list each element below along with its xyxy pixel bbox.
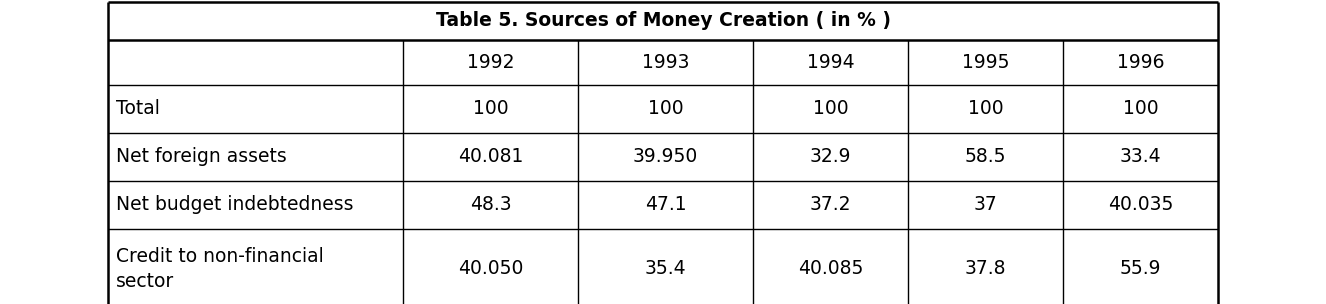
Text: 40.035: 40.035 (1107, 195, 1174, 215)
Text: 1992: 1992 (467, 53, 514, 72)
Text: Net foreign assets: Net foreign assets (115, 147, 286, 167)
Text: 1994: 1994 (806, 53, 854, 72)
Text: 100: 100 (968, 99, 1004, 119)
Text: 100: 100 (813, 99, 849, 119)
Text: 58.5: 58.5 (965, 147, 1006, 167)
Text: 55.9: 55.9 (1119, 260, 1162, 278)
Text: 39.950: 39.950 (633, 147, 697, 167)
Text: 1996: 1996 (1116, 53, 1164, 72)
Text: 33.4: 33.4 (1119, 147, 1162, 167)
Text: 40.050: 40.050 (457, 260, 524, 278)
Text: 40.081: 40.081 (457, 147, 524, 167)
Text: 47.1: 47.1 (644, 195, 687, 215)
Text: 100: 100 (647, 99, 683, 119)
Text: Total: Total (115, 99, 160, 119)
Text: 40.085: 40.085 (798, 260, 863, 278)
Text: 37.8: 37.8 (965, 260, 1006, 278)
Text: 100: 100 (1123, 99, 1159, 119)
Text: 48.3: 48.3 (469, 195, 512, 215)
Text: 35.4: 35.4 (644, 260, 687, 278)
Text: 1995: 1995 (961, 53, 1009, 72)
Text: 32.9: 32.9 (810, 147, 851, 167)
Text: Credit to non-financial
sector: Credit to non-financial sector (115, 247, 324, 291)
Text: Net budget indebtedness: Net budget indebtedness (115, 195, 354, 215)
Text: 37: 37 (973, 195, 997, 215)
Text: 1993: 1993 (642, 53, 690, 72)
Text: Table 5. Sources of Money Creation ( in % ): Table 5. Sources of Money Creation ( in … (435, 12, 891, 30)
Text: 100: 100 (472, 99, 508, 119)
Text: 37.2: 37.2 (810, 195, 851, 215)
